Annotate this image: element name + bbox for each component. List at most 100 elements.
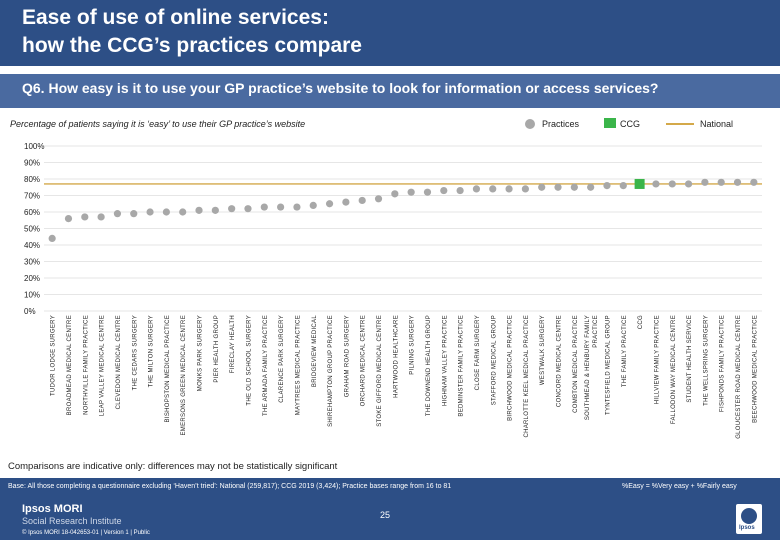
x-category-label: THE WELLSPRING SURGERY [703, 315, 709, 406]
question-text: Q6. How easy is it to use your GP practi… [22, 80, 659, 96]
x-category-label: BISHOPSTON MEDICAL PRACTICE [165, 315, 171, 422]
x-category-label-group: STOKE GIFFORD MEDICAL CENTRE [377, 315, 383, 427]
practice-marker [554, 183, 562, 191]
x-category-label-group: HIGHNAM VALLEY PRACTICE [442, 315, 448, 406]
ipsos-logo-mark [741, 508, 757, 524]
x-category-label: BROADMEAD MEDICAL CENTRE [67, 315, 73, 415]
y-tick-label: 80% [24, 175, 40, 184]
x-category-label-group: STAFFORD MEDICAL GROUP [491, 315, 497, 405]
x-category-label-group: EMERSONS GREEN MEDICAL CENTRE [181, 315, 187, 436]
ipsos-mori-logo-text: Ipsos MORI [22, 503, 83, 515]
x-category-label: PIER HEALTH GROUP [214, 315, 220, 383]
x-category-label-group: FISHPONDS FAMILY PRACTICE [720, 315, 726, 412]
practice-marker [733, 178, 742, 186]
x-category-label-group: NORTHVILLE FAMILY PRACTICE [83, 315, 89, 415]
practice-marker [97, 213, 105, 221]
y-tick-label: 60% [24, 208, 40, 217]
sri-logo-text: Social Research Institute [22, 516, 122, 526]
x-category-label: CLOSE FARM SURGERY [475, 315, 481, 390]
ipsos-logo: Ipsos [736, 504, 762, 534]
x-category-label: STOKE GIFFORD MEDICAL CENTRE [377, 315, 383, 427]
legend-national-label: National [700, 119, 734, 129]
x-category-label-group: HILLVIEW FAMILY PRACTICE [654, 315, 660, 404]
x-category-label: CCG [638, 315, 644, 329]
y-tick-label: 90% [24, 159, 40, 168]
practice-marker [228, 205, 236, 213]
x-category-label-group: THE FAMILY PRACTICE [622, 315, 628, 387]
legend-ccg-label: CCG [620, 119, 640, 129]
x-category-label: MONKS PARK SURGERY [198, 315, 204, 391]
practice-marker [325, 200, 334, 208]
x-category-label-group: MONKS PARK SURGERY [198, 315, 204, 391]
x-category-label-group: THE ARMADA FAMILY PRACTICE [263, 315, 269, 416]
chart-subtitle: Percentage of patients saying it is ‘eas… [10, 119, 306, 129]
x-category-label: EMERSONS GREEN MEDICAL CENTRE [181, 315, 187, 436]
x-category-label-group: CCG [638, 315, 644, 329]
x-category-label-group: THE OLD SCHOOL SURGERY [246, 315, 252, 406]
x-category-label-group: CLEVEDON MEDICAL CENTRE [116, 315, 122, 409]
legend-practices-marker [525, 119, 535, 129]
practice-marker [277, 203, 285, 211]
practice-marker [358, 196, 366, 205]
x-category-label: THE DOWNEND HEALTH GROUP [426, 315, 432, 416]
question-band [0, 74, 780, 108]
x-category-label-group: HARTWOOD HEALTHCARE [393, 315, 399, 398]
practice-marker [195, 206, 203, 214]
x-category-label: HIGHNAM VALLEY PRACTICE [442, 315, 448, 406]
copyright-text: © Ipsos MORI 18-042653-01 | Version 1 | … [22, 530, 150, 536]
practice-marker [81, 213, 89, 221]
x-category-label: PRACTICE [593, 315, 599, 348]
significance-note: Comparisons are indicative only: differe… [8, 461, 338, 472]
practice-marker [505, 185, 513, 193]
practice-marker [179, 208, 187, 216]
x-category-label-group: PIER HEALTH GROUP [214, 315, 220, 383]
practice-marker [146, 208, 154, 216]
y-tick-label: 20% [24, 274, 40, 283]
x-category-label-group: LEAP VALLEY MEDICAL CENTRE [100, 315, 106, 416]
x-category-label-group: THE DOWNEND HEALTH GROUP [426, 315, 432, 416]
x-category-label: HILLVIEW FAMILY PRACTICE [654, 315, 660, 404]
practice-marker [570, 183, 578, 191]
y-tick-label: 70% [24, 192, 40, 201]
x-category-label-group: PILNING SURGERY [410, 315, 416, 375]
y-tick-label: 40% [24, 241, 40, 250]
ccg-marker [634, 178, 645, 189]
x-category-label: FIRECLAY HEALTH [230, 315, 236, 373]
practice-marker [684, 180, 693, 188]
x-category-label: ORCHARD MEDICAL CENTRE [361, 315, 367, 406]
x-category-label: TUDOR LODGE SURGERY [51, 315, 57, 396]
x-category-label: CONCORD MEDICAL CENTRE [557, 315, 563, 407]
x-category-label: THE MILTON SURGERY [149, 315, 155, 387]
x-category-label-group: TUDOR LODGE SURGERY [51, 315, 57, 396]
scatter-chart: 0% 10% 20% 30% 40% 50% 60% 70% 80% 90% 100% TUDOR L… [24, 142, 762, 439]
x-category-label: CHARLOTTE KEEL MEDICAL PRACTICE [524, 315, 530, 438]
x-category-label-group: GRAHAM ROAD SURGERY [344, 315, 350, 397]
x-category-label-group: CLARENCE PARK SURGERY [279, 315, 285, 403]
x-category-label-group: TYNTESFIELD MEDICAL GROUP [605, 315, 611, 415]
x-category-label-group: BEDMINSTER FAMILY PRACTICE [459, 315, 465, 417]
x-category-label: CLARENCE PARK SURGERY [279, 315, 285, 403]
y-tick-label: 10% [24, 291, 40, 300]
practice-marker [48, 234, 56, 242]
x-category-label-group: WESTWALK SURGERY [540, 315, 546, 385]
y-tick-label: 50% [24, 225, 40, 234]
practice-marker [489, 185, 497, 193]
practice-marker [619, 182, 627, 190]
practice-marker [407, 188, 415, 196]
practice-marker [342, 198, 350, 206]
page-title-line1: Ease of use of online services: [22, 6, 329, 29]
x-category-label-group: GLOUCESTER ROAD MEDICAL CENTRE [736, 315, 742, 439]
practice-marker [113, 210, 122, 218]
x-category-label: THE FAMILY PRACTICE [622, 315, 628, 387]
practice-marker [750, 178, 758, 186]
x-category-label: SOUTHMEAD & HENBURY FAMILY [585, 315, 591, 420]
x-category-label-group: FIRECLAY HEALTH [230, 315, 236, 373]
x-category-label-group: CLOSE FARM SURGERY [475, 315, 481, 390]
header-bar: Ease of use of online services: how the … [0, 0, 780, 66]
practice-marker [472, 185, 481, 193]
practice-marker [652, 180, 660, 188]
practice-marker [440, 186, 448, 195]
practice-marker [260, 203, 268, 211]
x-category-label-group: ORCHARD MEDICAL CENTRE [361, 315, 367, 406]
practice-marker [391, 190, 399, 198]
